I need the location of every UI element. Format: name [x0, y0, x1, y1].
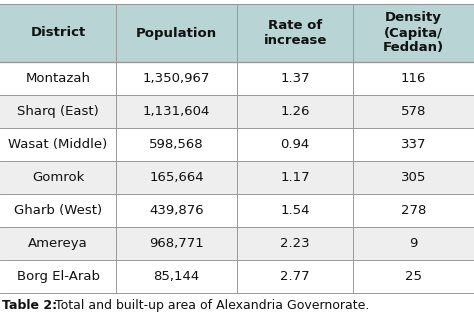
Text: 1.37: 1.37	[280, 72, 310, 85]
Text: 1.54: 1.54	[280, 204, 310, 217]
Text: 116: 116	[401, 72, 426, 85]
Text: 25: 25	[405, 270, 422, 283]
Text: 1.17: 1.17	[280, 171, 310, 184]
Text: Amereya: Amereya	[28, 237, 88, 250]
Text: 1,350,967: 1,350,967	[143, 72, 210, 85]
Text: Sharq (East): Sharq (East)	[17, 105, 99, 118]
Bar	[0, 4, 474, 62]
Bar	[0, 227, 474, 260]
Bar	[0, 95, 474, 128]
Text: 439,876: 439,876	[149, 204, 204, 217]
Text: 165,664: 165,664	[149, 171, 204, 184]
Text: 2.23: 2.23	[280, 237, 310, 250]
Text: Population: Population	[136, 27, 217, 39]
Text: Rate of
increase: Rate of increase	[264, 19, 327, 47]
Text: 85,144: 85,144	[154, 270, 200, 283]
Text: Gomrok: Gomrok	[32, 171, 84, 184]
Bar	[0, 194, 474, 227]
Text: Montazah: Montazah	[26, 72, 91, 85]
Bar	[0, 62, 474, 95]
Text: 9: 9	[410, 237, 418, 250]
Bar	[0, 260, 474, 293]
Text: 578: 578	[401, 105, 426, 118]
Text: 968,771: 968,771	[149, 237, 204, 250]
Text: Gharb (West): Gharb (West)	[14, 204, 102, 217]
Text: 305: 305	[401, 171, 426, 184]
Text: District: District	[30, 27, 86, 39]
Text: 1.26: 1.26	[280, 105, 310, 118]
Text: 337: 337	[401, 138, 426, 151]
Text: Table 2:: Table 2:	[2, 299, 57, 312]
Bar	[0, 161, 474, 194]
Text: 278: 278	[401, 204, 426, 217]
Text: Borg El-Arab: Borg El-Arab	[17, 270, 100, 283]
Text: 598,568: 598,568	[149, 138, 204, 151]
Text: 0.94: 0.94	[281, 138, 310, 151]
Text: 1,131,604: 1,131,604	[143, 105, 210, 118]
Text: Density
(Capita/
Feddan): Density (Capita/ Feddan)	[383, 12, 444, 54]
Bar	[0, 128, 474, 161]
Text: Total and built-up area of Alexandria Governorate.: Total and built-up area of Alexandria Go…	[51, 299, 370, 312]
Text: 2.77: 2.77	[280, 270, 310, 283]
Text: Wasat (Middle): Wasat (Middle)	[9, 138, 108, 151]
